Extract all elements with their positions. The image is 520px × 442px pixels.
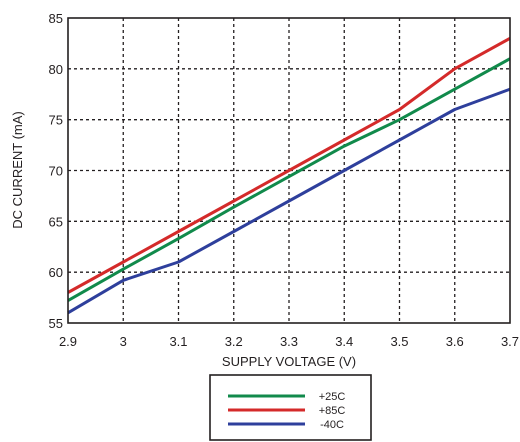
series-line	[67, 87, 511, 315]
x-tick-label: 3.1	[169, 334, 187, 349]
x-tick-label: 3.2	[225, 334, 243, 349]
y-tick-label: 60	[49, 265, 63, 280]
x-tick-label: 3.4	[335, 334, 353, 349]
y-tick-label: 85	[49, 11, 63, 26]
x-tick-label: 3.6	[446, 334, 464, 349]
series-line	[67, 57, 511, 302]
y-tick-label: 80	[49, 62, 63, 77]
plot-area-frame	[67, 17, 511, 324]
series-line	[67, 36, 511, 294]
y-axis-label: DC CURRENT (mA)	[10, 111, 25, 228]
x-tick-label: 3.3	[280, 334, 298, 349]
x-tick-label: 3.7	[501, 334, 519, 349]
x-tick-label: 3.5	[390, 334, 408, 349]
legend-label: +85C	[319, 405, 346, 417]
legend-label: +25C	[319, 391, 346, 403]
y-tick-label: 65	[49, 214, 63, 229]
y-tick-label: 70	[49, 164, 63, 179]
x-tick-labels: 2.9 3 3.1 3.2 3.3 3.4 3.5 3.6 3.7	[59, 334, 519, 349]
series-lines	[67, 36, 511, 315]
x-axis-label: SUPPLY VOLTAGE (V)	[222, 354, 356, 369]
x-tick-label: 2.9	[59, 334, 77, 349]
legend-box	[209, 374, 372, 441]
y-tick-labels: 55 60 65 70 75 80 85	[49, 11, 63, 331]
legend: +25C +85C -40C	[209, 374, 372, 441]
y-tick-label: 75	[49, 113, 63, 128]
y-tick-label: 55	[49, 316, 63, 331]
x-tick-label: 3	[120, 334, 127, 349]
legend-label: -40C	[320, 419, 344, 431]
